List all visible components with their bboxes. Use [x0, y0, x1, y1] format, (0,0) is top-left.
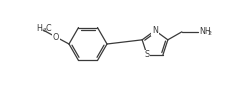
Text: O: O	[53, 32, 59, 42]
Text: 3: 3	[42, 28, 46, 33]
Text: 2: 2	[208, 31, 212, 36]
Text: NH: NH	[199, 27, 211, 36]
Text: C: C	[46, 24, 51, 33]
Text: N: N	[152, 26, 158, 35]
Text: S: S	[145, 50, 150, 59]
Text: H: H	[36, 24, 42, 33]
